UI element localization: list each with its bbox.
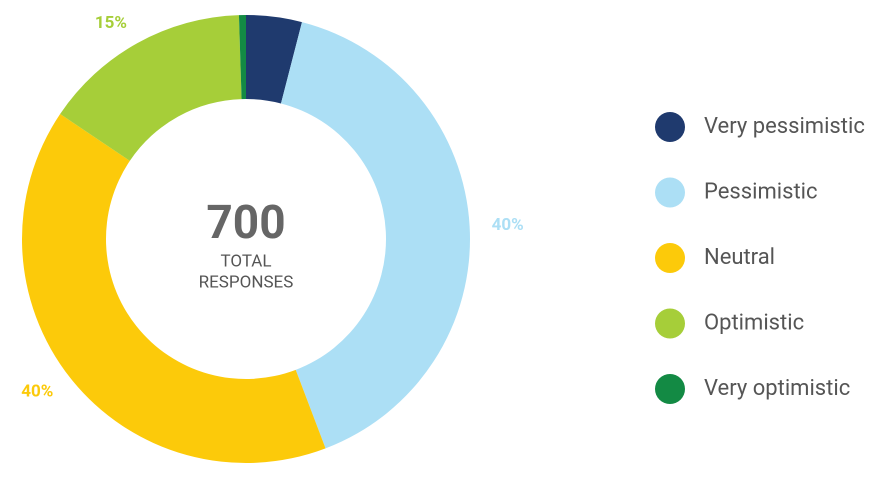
center-label: TOTAL	[220, 251, 271, 271]
center-value: 700	[206, 196, 285, 250]
legend-label: Very optimistic	[704, 376, 850, 401]
donut-slice	[238, 15, 246, 100]
legend-swatch	[655, 308, 685, 339]
donut-slice	[21, 114, 326, 464]
legend-label: Optimistic	[704, 310, 804, 335]
center-label: RESPONSES	[199, 272, 294, 292]
legend-label: Neutral	[704, 245, 775, 270]
legend-swatch	[655, 112, 685, 142]
value-label: 4%	[277, 0, 299, 4]
legend-label: Pessimistic	[704, 179, 818, 204]
value-label: <1%	[227, 0, 258, 3]
donut-slice	[246, 15, 302, 104]
donut-slice	[60, 15, 242, 161]
legend-swatch	[655, 243, 685, 273]
legend-swatch	[655, 374, 685, 404]
value-label: 40%	[492, 215, 524, 235]
legend-label: Very pessimistic	[704, 114, 865, 139]
value-label: 40%	[21, 381, 53, 401]
legend-swatch	[655, 177, 685, 208]
value-label: 15%	[95, 13, 127, 33]
donut-slice	[280, 22, 470, 449]
